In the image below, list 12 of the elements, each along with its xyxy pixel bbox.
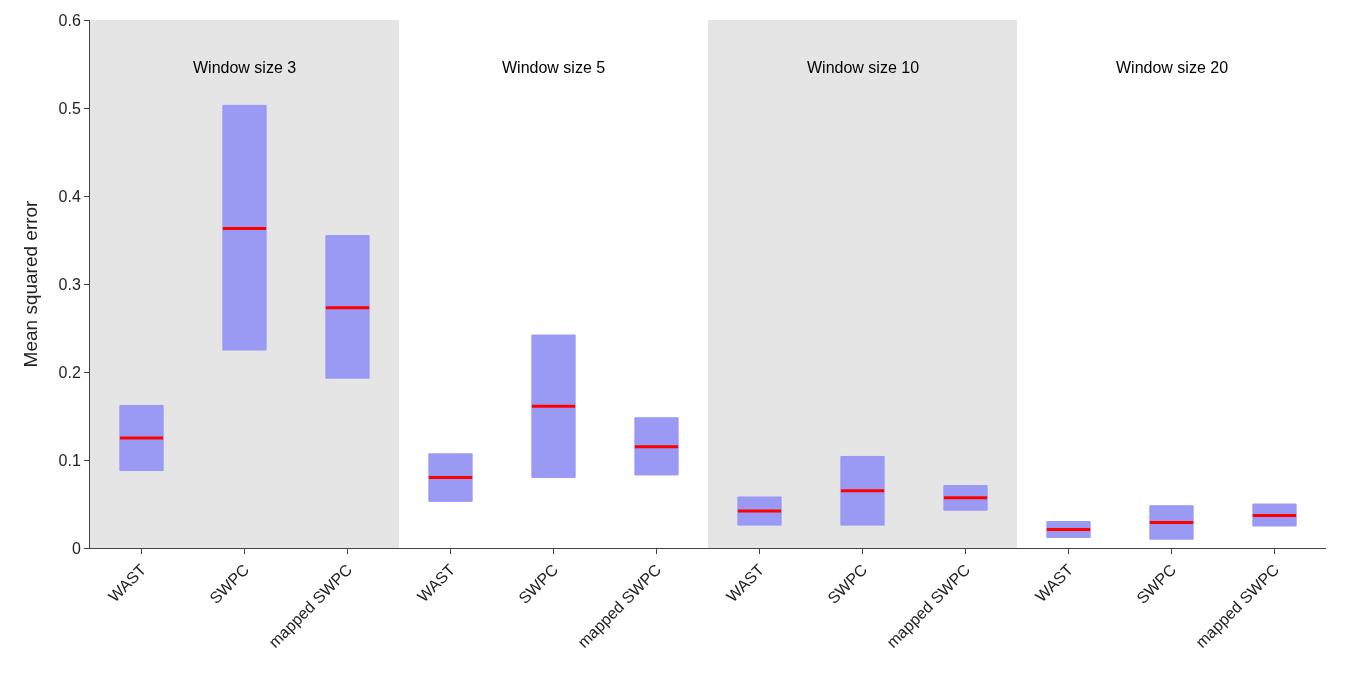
y-axis-title: Mean squared error [20,199,42,368]
annotation: Window size 10 [807,59,920,76]
annotation: Window size 20 [1116,59,1229,76]
y-tick-label: 0.5 [58,99,81,117]
annotation: Window size 5 [502,59,606,76]
y-tick-label: 0.6 [58,11,81,29]
y-tick-label: 0.4 [58,187,81,205]
y-tick-label: 0.1 [58,451,81,469]
y-tick-label: 0.2 [58,363,81,381]
y-tick-label: 0 [71,539,81,557]
y-tick-label: 0.3 [58,275,81,293]
annotation: Window size 3 [193,59,297,76]
